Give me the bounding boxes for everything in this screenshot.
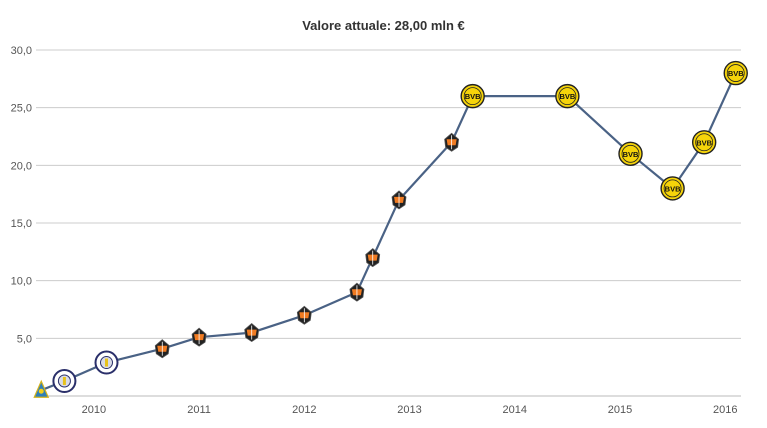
club-crest-emblem: [62, 377, 66, 386]
y-tick-label: 5,0: [17, 333, 32, 345]
y-tick-label: 25,0: [11, 103, 32, 115]
club-crest-emblem: [105, 358, 108, 367]
bvb-crest-lettering: BVB: [696, 138, 712, 147]
bvb-crest-ring: [621, 144, 640, 163]
y-tick-label: 15,0: [11, 218, 32, 230]
series-line: [40, 72, 737, 392]
chart-title: Valore attuale: 28,00 mln €: [302, 18, 465, 33]
x-tick-label: 2010: [82, 404, 106, 416]
y-tick-label: 20,0: [11, 160, 32, 172]
x-tick-label: 2014: [503, 404, 527, 416]
x-tick-label: 2016: [713, 404, 737, 416]
x-tick-label: 2012: [292, 404, 316, 416]
x-tick-label: 2015: [608, 404, 632, 416]
x-tick-label: 2011: [187, 404, 211, 416]
bvb-crest-ring: [663, 179, 682, 198]
y-tick-label: 30,0: [11, 45, 32, 57]
bvb-crest-ring: [558, 87, 577, 106]
bvb-crest-lettering: BVB: [465, 92, 481, 101]
club-crest-emblem: [38, 388, 44, 394]
bvb-crest-lettering: BVB: [623, 150, 639, 159]
bvb-crest-lettering: BVB: [665, 184, 681, 193]
bvb-crest-ring: [463, 87, 482, 106]
bvb-crest-ring: [695, 133, 714, 152]
bvb-crest-lettering: BVB: [728, 69, 744, 78]
x-tick-label: 2013: [397, 404, 421, 416]
bvb-crest-ring: [726, 64, 745, 82]
bvb-crest-lettering: BVB: [559, 92, 575, 101]
y-tick-label: 10,0: [11, 276, 32, 288]
